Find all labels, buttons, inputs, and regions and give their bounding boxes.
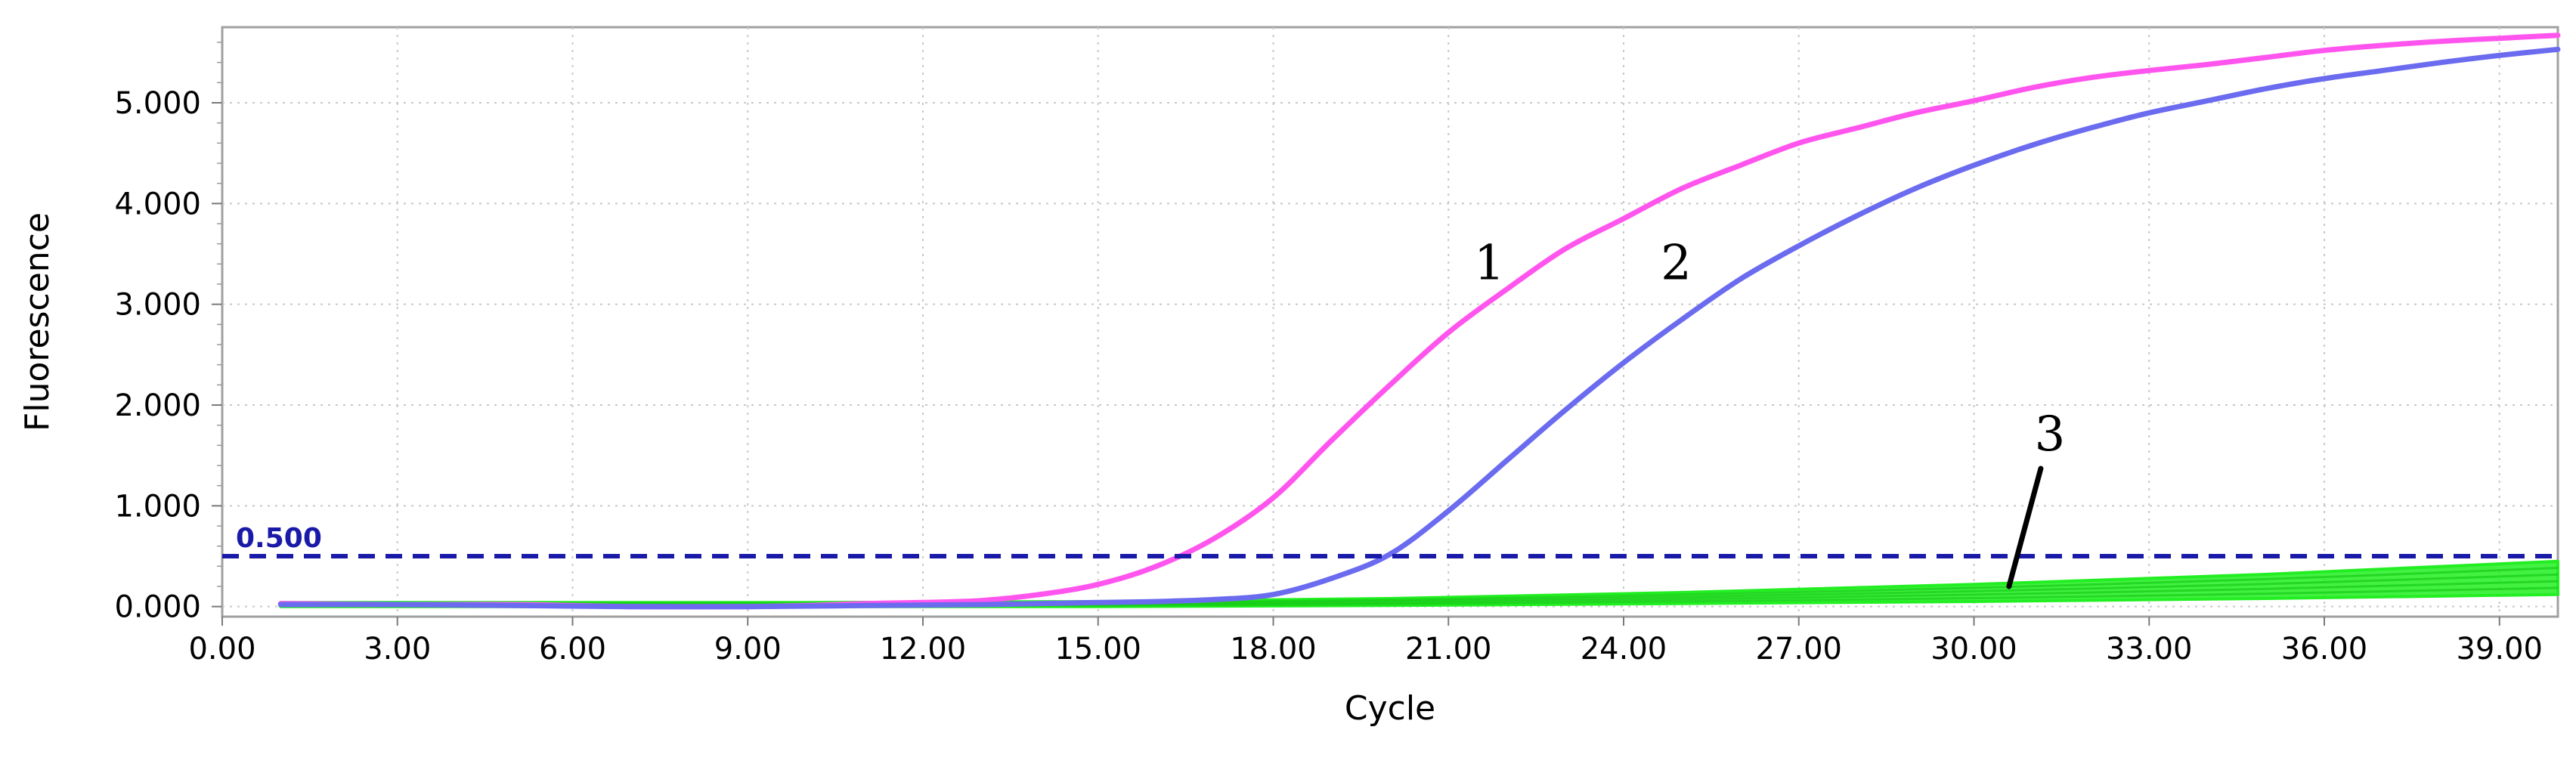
x-tick-label: 39.00 <box>2456 632 2543 667</box>
y-tick-label: 0.000 <box>114 590 201 625</box>
curve-3-pointer <box>2006 466 2044 589</box>
curve-label-2: 2 <box>1661 235 1692 291</box>
y-tick-label: 1.000 <box>114 489 201 524</box>
x-tick-label: 18.00 <box>1230 632 1317 667</box>
x-tick-label: 21.00 <box>1405 632 1492 667</box>
y-tick-label: 2.000 <box>114 388 201 423</box>
x-tick-label: 3.00 <box>364 632 431 667</box>
plot-area <box>221 26 2559 618</box>
x-axis-tick-labels: 0.00 3.00 6.00 9.00 12.00 15.00 18.00 21.00 24.0… <box>188 617 2543 667</box>
amplification-curves <box>277 32 2561 610</box>
y-tick-label: 5.000 <box>114 86 201 121</box>
y-axis-tick-labels: 0.000 1.000 2.000 3.000 4.000 5.000 <box>114 86 222 625</box>
x-axis-title: Cycle <box>1345 689 1435 728</box>
x-tick-label: 12.00 <box>880 632 967 667</box>
x-tick-label: 9.00 <box>714 632 782 667</box>
series-2-line <box>277 46 2561 610</box>
x-tick-label: 30.00 <box>1930 632 2017 667</box>
curve-label-1: 1 <box>1474 235 1505 291</box>
x-tick-label: 33.00 <box>2106 632 2193 667</box>
x-tick-label: 24.00 <box>1581 632 1667 667</box>
threshold-label: 0.500 <box>236 523 322 554</box>
y-axis-title: Fluorescence <box>18 212 57 431</box>
grid-lines <box>222 27 2558 617</box>
x-tick-label: 27.00 <box>1755 632 1842 667</box>
y-tick-label: 4.000 <box>114 187 201 221</box>
threshold: 0.500 <box>222 523 2558 558</box>
x-tick-label: 15.00 <box>1054 632 1141 667</box>
x-tick-label: 36.00 <box>2281 632 2368 667</box>
curve-annotations: 1 2 3 <box>1474 235 2066 589</box>
negative-curve <box>280 567 2559 605</box>
curve-label-3: 3 <box>2035 407 2066 462</box>
x-tick-label: 6.00 <box>539 632 606 667</box>
y-tick-label: 3.000 <box>114 288 201 323</box>
x-tick-label: 0.00 <box>188 632 255 667</box>
